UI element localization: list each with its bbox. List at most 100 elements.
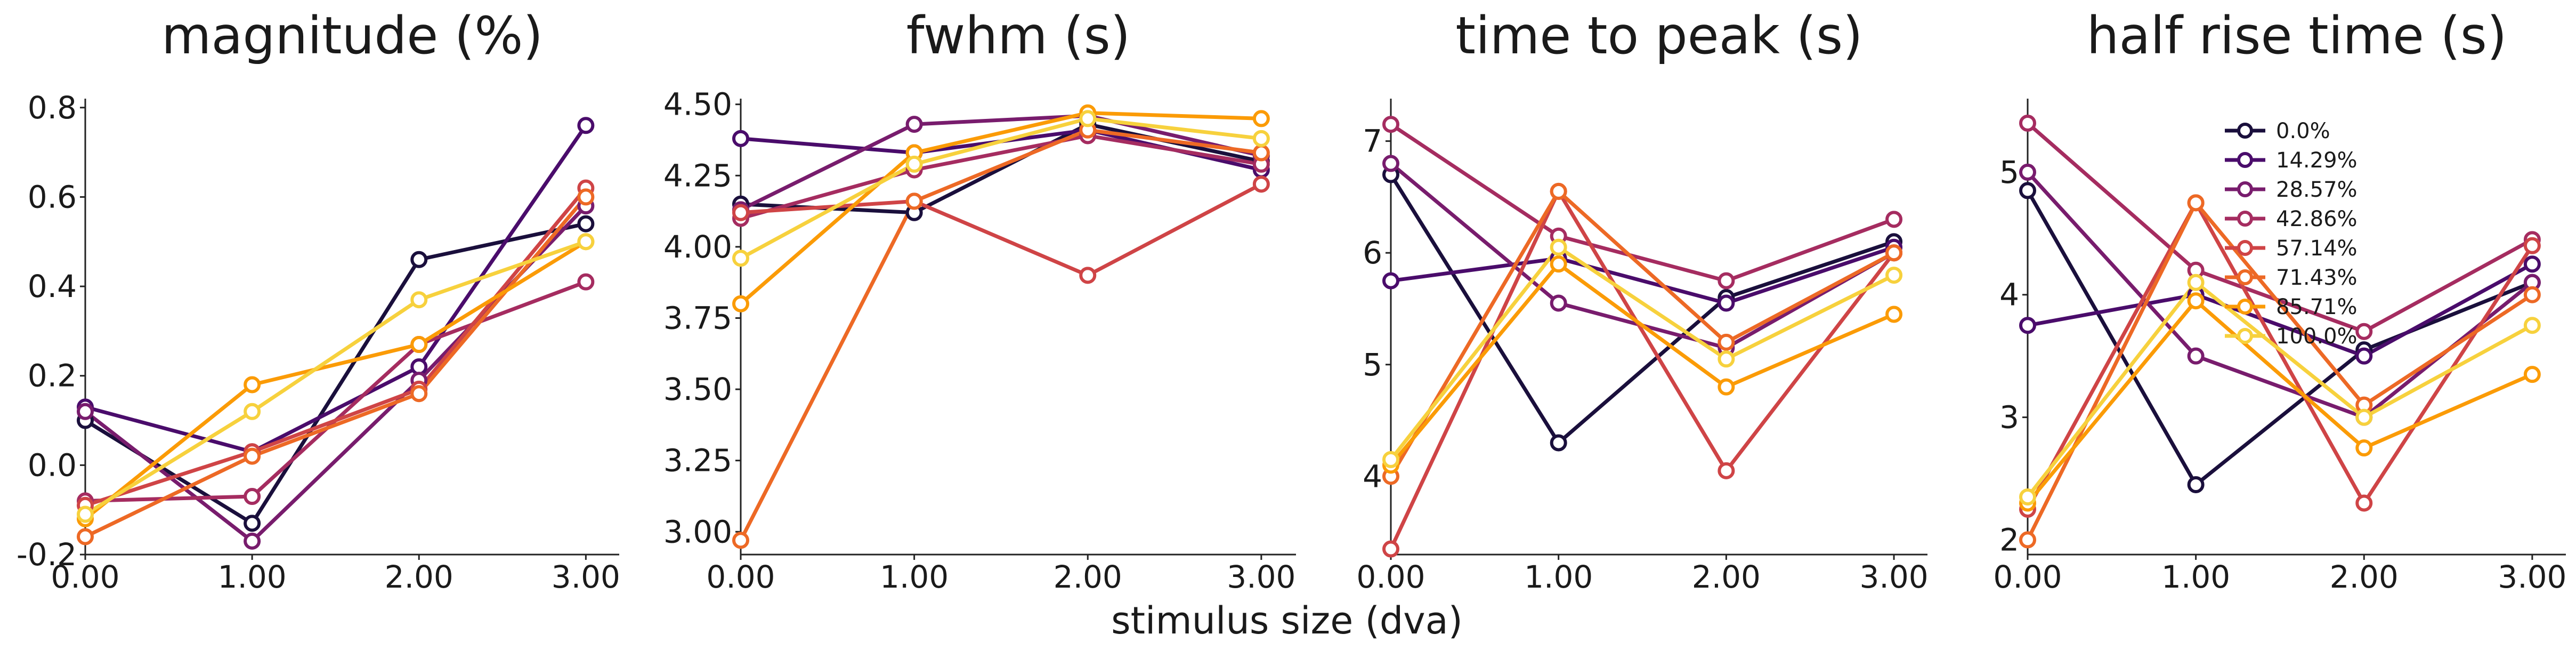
data-point — [2355, 408, 2373, 426]
data-point — [2523, 286, 2541, 303]
data-point — [1079, 110, 1097, 127]
data-point — [410, 291, 428, 309]
legend-swatch-marker — [2237, 240, 2253, 256]
series-line-7 — [84, 240, 587, 520]
y-tick-label: 3.50 — [663, 371, 732, 407]
data-point — [1382, 272, 1399, 290]
data-point — [244, 488, 261, 505]
x-tick-label: 0.00 — [51, 559, 119, 595]
y-tick-label: -0.2 — [17, 536, 77, 573]
y-tick-label: 4.25 — [663, 157, 732, 194]
chart-title: time to peak (s) — [1455, 6, 1862, 66]
data-point — [1382, 451, 1399, 468]
data-point — [1252, 175, 1270, 193]
data-point — [1252, 110, 1270, 127]
y-tick-label: 0.4 — [28, 268, 77, 304]
data-point — [77, 403, 94, 420]
data-point — [1382, 116, 1399, 133]
x-tick-label: 2.00 — [1054, 559, 1122, 595]
legend-swatch-marker — [2237, 211, 2253, 227]
x-tick-label: 0.00 — [1993, 559, 2062, 595]
data-point — [905, 192, 923, 210]
data-point — [1550, 294, 1567, 312]
data-point — [577, 215, 595, 232]
legend-swatch-marker — [2237, 181, 2253, 197]
y-tick-label: 6 — [1363, 235, 1382, 271]
data-point — [1550, 255, 1567, 273]
data-point — [410, 358, 428, 375]
series-line-4 — [2026, 122, 2533, 334]
data-point — [1550, 238, 1567, 256]
data-point — [2187, 194, 2205, 212]
data-point — [577, 273, 595, 291]
data-point — [1252, 130, 1270, 147]
data-point — [244, 403, 261, 420]
series-line-5 — [2026, 200, 2534, 510]
data-point — [244, 376, 261, 394]
data-point — [1382, 155, 1399, 172]
y-tick-label: 4.00 — [663, 229, 732, 265]
legend-label: 85.71% — [2276, 295, 2358, 319]
data-point — [1885, 244, 1903, 262]
y-tick-label: 4.50 — [663, 86, 732, 123]
data-point — [244, 532, 261, 550]
x-tick-label: 3.00 — [1227, 559, 1295, 595]
y-tick-label: 3.75 — [663, 300, 732, 336]
series-line-5 — [84, 187, 588, 508]
legend-label: 100.0% — [2276, 324, 2358, 349]
chart-panel-2: fwhm (s) 3.00 3.25 3.50 3.75 4.00 4.25 4.50 0.00… — [663, 6, 1296, 595]
data-point — [577, 188, 595, 206]
data-point — [410, 385, 428, 403]
series-line-4 — [1390, 123, 1895, 283]
series-line-6 — [739, 128, 1262, 541]
chart-panels: magnitude (%) -0.2 0.0 0.2 0.4 0.6 0.8 0.00 1.00… — [17, 6, 2567, 595]
series-line-7 — [2026, 299, 2533, 504]
data-point — [577, 233, 595, 251]
data-point — [2187, 274, 2205, 291]
data-point — [2523, 366, 2541, 383]
data-point — [1885, 267, 1903, 284]
x-tick-label: 2.00 — [385, 559, 453, 595]
series-line-6 — [1389, 189, 1895, 478]
legend-swatch-marker — [2237, 299, 2253, 315]
data-point — [244, 447, 261, 465]
data-point — [1252, 144, 1270, 162]
series-line-3 — [740, 114, 1262, 212]
x-tick-label: 3.00 — [2498, 559, 2566, 595]
legend-label: 14.29% — [2276, 148, 2358, 173]
legend: 0.0% 14.29% 28.57% 42.86% 57.14% 71.43% 85.71%… — [2225, 119, 2358, 349]
data-point — [732, 130, 749, 147]
y-tick-label: 4 — [1999, 277, 2019, 313]
data-point — [1382, 540, 1399, 558]
y-tick-label: 0.0 — [28, 447, 77, 483]
legend-swatch-marker — [2237, 269, 2253, 285]
data-point — [1718, 272, 1735, 290]
chart-panel-3: time to peak (s) 4 5 6 7 0.00 1.00 2.00 3.00 — [1356, 6, 1928, 595]
y-tick-label: 5 — [1363, 347, 1382, 383]
x-tick-label: 1.00 — [218, 559, 287, 595]
chart-title: half rise time (s) — [2087, 6, 2507, 66]
data-point — [2523, 255, 2541, 273]
legend-swatch-marker — [2237, 328, 2253, 344]
series-line-2 — [1390, 245, 1895, 305]
series-line-8 — [84, 239, 587, 516]
series-line-1 — [2026, 189, 2533, 487]
data-point — [1079, 267, 1097, 284]
data-point — [77, 528, 94, 545]
y-tick-label: 0.6 — [28, 179, 77, 215]
data-point — [732, 295, 749, 312]
legend-label: 42.86% — [2276, 207, 2358, 231]
legend-swatch-marker — [2237, 152, 2253, 168]
series-line-3 — [1389, 162, 1895, 350]
data-point — [2019, 114, 2036, 132]
x-tick-label: 1.00 — [1524, 559, 1593, 595]
data-point — [1885, 306, 1903, 323]
x-tick-label: 3.00 — [552, 559, 620, 595]
data-point — [2019, 317, 2036, 334]
series-line-6 — [2026, 200, 2533, 541]
x-tick-label: 0.00 — [1356, 559, 1425, 595]
y-tick-label: 3 — [1999, 399, 2019, 436]
legend-label: 0.0% — [2276, 119, 2330, 143]
data-point — [732, 532, 749, 549]
